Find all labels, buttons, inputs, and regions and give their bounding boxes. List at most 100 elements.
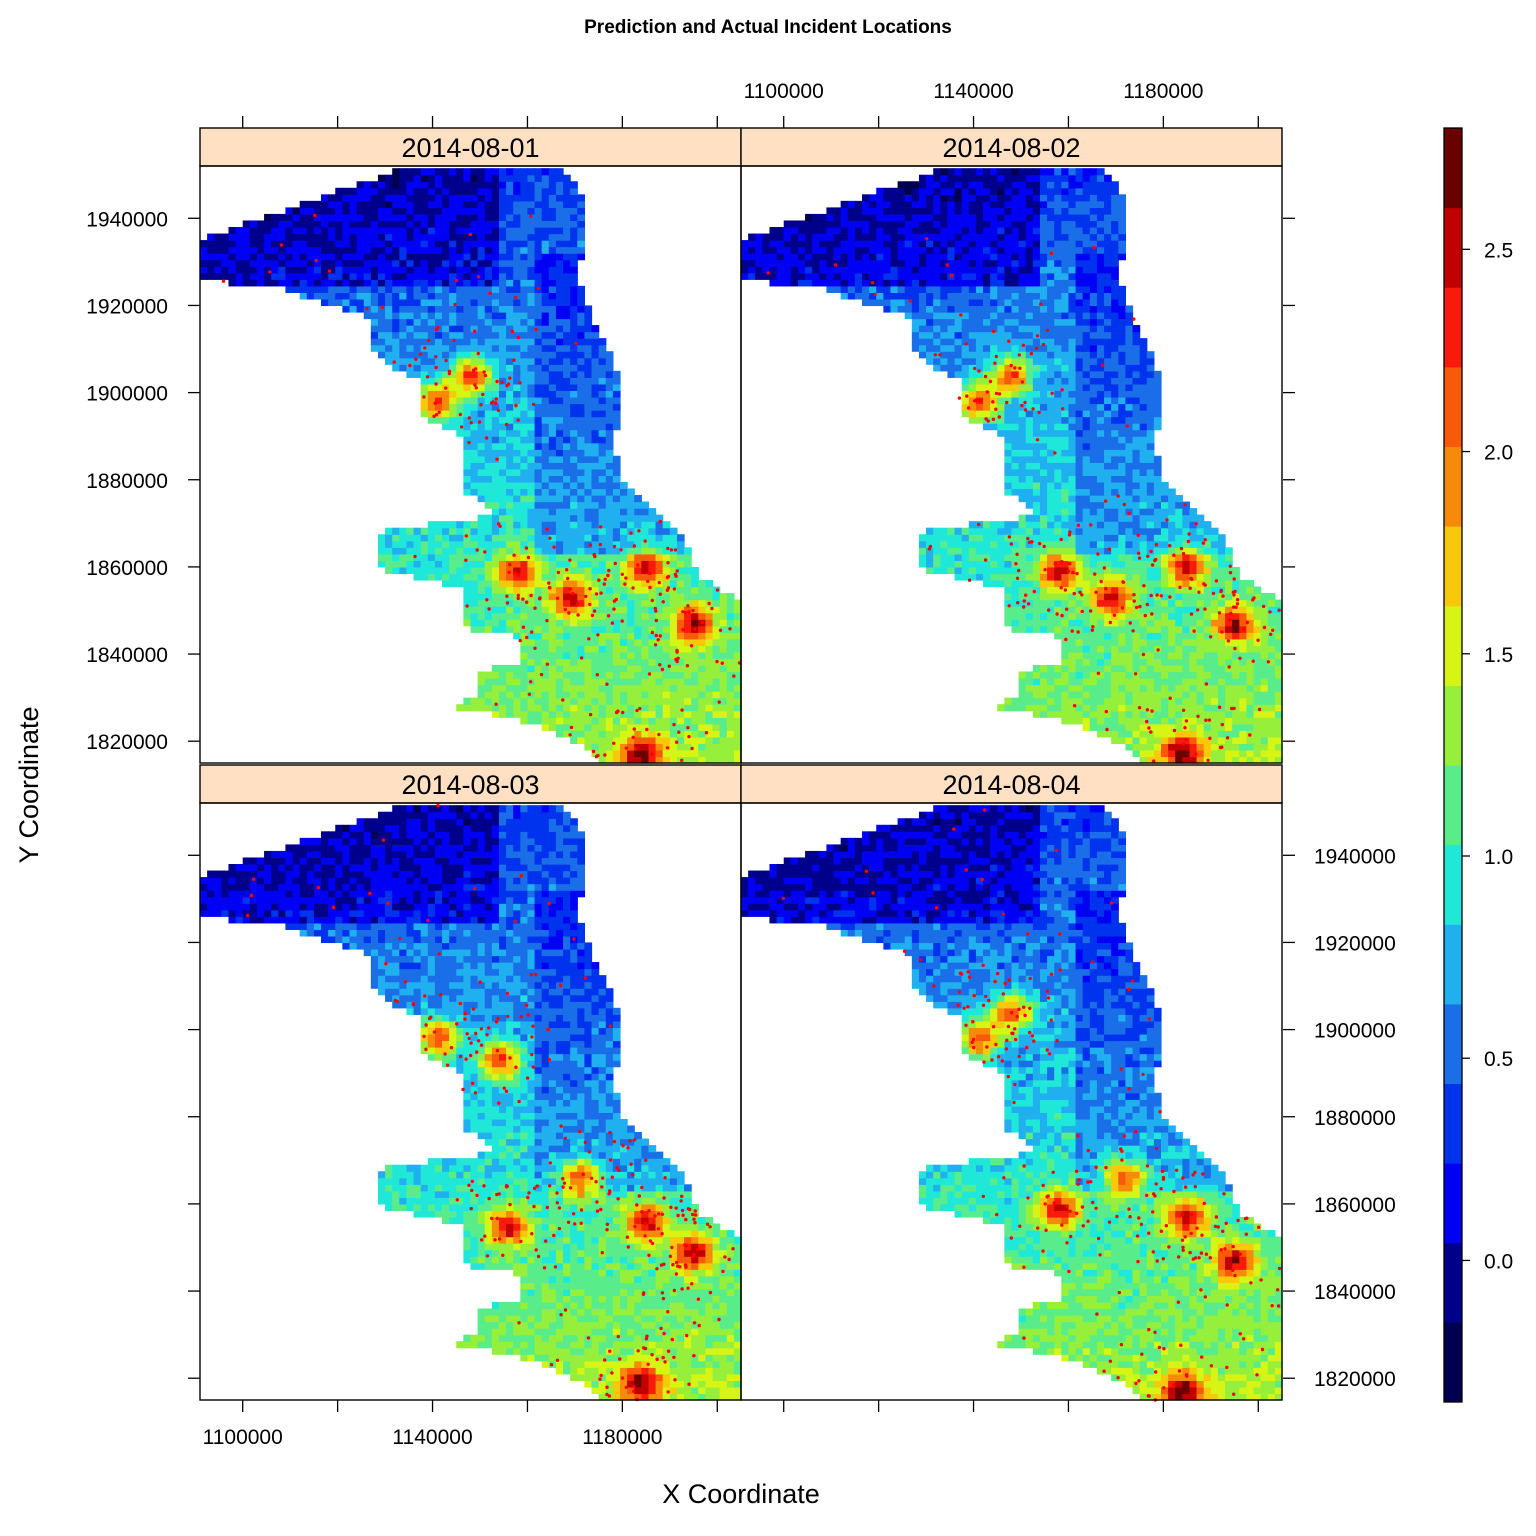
heatmap-cell (705, 638, 714, 646)
heatmap-cell (1267, 756, 1276, 764)
heatmap-cell (1089, 717, 1098, 725)
heatmap-cell (527, 579, 536, 588)
heatmap-cell (1146, 612, 1155, 620)
incident-point (530, 630, 534, 634)
heatmap-cell (342, 253, 351, 261)
heatmap-cell (385, 547, 393, 555)
heatmap-cell (242, 220, 251, 228)
heatmap-cell (406, 279, 415, 287)
heatmap-cell (918, 547, 927, 555)
heatmap-cell (940, 540, 949, 548)
heatmap-cell (285, 272, 294, 280)
heatmap-cell (498, 481, 507, 490)
heatmap-cell (1274, 619, 1283, 627)
heatmap-cell (676, 547, 685, 555)
heatmap-cell (712, 710, 721, 718)
heatmap-cell (605, 691, 614, 699)
heatmap-cell (548, 227, 557, 235)
heatmap-cell (669, 534, 678, 542)
heatmap-cell (1217, 710, 1226, 718)
heatmap-cell (506, 377, 514, 385)
heatmap-cell (997, 534, 1005, 542)
heatmap-cell (1160, 599, 1169, 607)
heatmap-cell (698, 743, 707, 751)
heatmap-cell (1011, 475, 1020, 483)
heatmap-cell (363, 285, 372, 293)
heatmap-cell (420, 168, 429, 176)
heatmap-cell (648, 508, 657, 516)
heatmap-cell (520, 664, 529, 673)
heatmap-cell (1246, 586, 1255, 594)
heatmap-cell (1196, 619, 1205, 627)
heatmap-cell (1111, 691, 1119, 699)
heatmap-cell (1004, 455, 1013, 463)
heatmap-cell (249, 233, 258, 241)
heatmap-cell (470, 410, 479, 418)
heatmap-cell (491, 259, 500, 267)
heatmap-cell (555, 717, 564, 725)
heatmap-cell (420, 357, 429, 365)
heatmap-cell (434, 351, 443, 359)
heatmap-cell (506, 429, 514, 437)
heatmap-cell (584, 560, 593, 568)
heatmap-cell (541, 292, 550, 300)
heatmap-cell (577, 442, 585, 450)
heatmap-cell (520, 534, 529, 542)
heatmap-cell (1104, 723, 1112, 731)
heatmap-cell (1203, 717, 1212, 725)
heatmap-cell (385, 566, 393, 575)
heatmap-cell (612, 730, 621, 738)
heatmap-cell (392, 566, 400, 575)
heatmap-cell (271, 259, 279, 267)
heatmap-cell (548, 468, 557, 476)
heatmap-cell (577, 200, 585, 208)
heatmap-cell (1096, 521, 1105, 529)
heatmap-cell (1061, 553, 1070, 561)
heatmap-cell (1125, 514, 1134, 522)
heatmap-cell (1032, 710, 1041, 718)
heatmap-cell (570, 259, 578, 267)
heatmap-cell (926, 560, 934, 568)
heatmap-cell (399, 298, 408, 307)
heatmap-cell (527, 416, 536, 424)
heatmap-cell (406, 370, 415, 378)
heatmap-cell (605, 717, 614, 725)
heatmap-cell (669, 651, 678, 660)
heatmap-cell (399, 174, 408, 182)
heatmap-cell (1068, 606, 1077, 614)
heatmap-cell (484, 416, 493, 424)
heatmap-cell (563, 410, 571, 418)
heatmap-cell (1047, 593, 1055, 601)
heatmap-cell (662, 645, 671, 653)
heatmap-cell (1111, 468, 1119, 476)
heatmap-cell (1011, 436, 1020, 444)
incident-point (680, 758, 684, 762)
incident-point (474, 386, 478, 390)
heatmap-cell (577, 488, 585, 496)
heatmap-cell (612, 717, 621, 725)
heatmap-cell (1118, 579, 1126, 588)
heatmap-cell (520, 383, 529, 392)
heatmap-cell (534, 521, 543, 529)
heatmap-cell (1118, 560, 1126, 568)
heatmap-cell (520, 344, 529, 352)
heatmap-cell (705, 749, 714, 758)
heatmap-cell (1160, 593, 1169, 601)
heatmap-cell (484, 514, 493, 522)
heatmap-cell (577, 475, 585, 483)
heatmap-cell (527, 586, 536, 594)
heatmap-cell (1054, 540, 1062, 548)
heatmap-cell (548, 671, 557, 679)
heatmap-cell (1039, 619, 1048, 627)
heatmap-cell (1118, 612, 1126, 620)
heatmap-cell (1125, 449, 1134, 457)
heatmap-cell (477, 351, 486, 359)
incident-point (598, 542, 602, 547)
heatmap-cell (612, 658, 621, 666)
incident-point (433, 401, 437, 405)
heatmap-cell (570, 560, 578, 568)
heatmap-cell (598, 710, 607, 718)
heatmap-cell (456, 220, 464, 228)
heatmap-cell (555, 468, 564, 476)
heatmap-cell (420, 233, 429, 241)
